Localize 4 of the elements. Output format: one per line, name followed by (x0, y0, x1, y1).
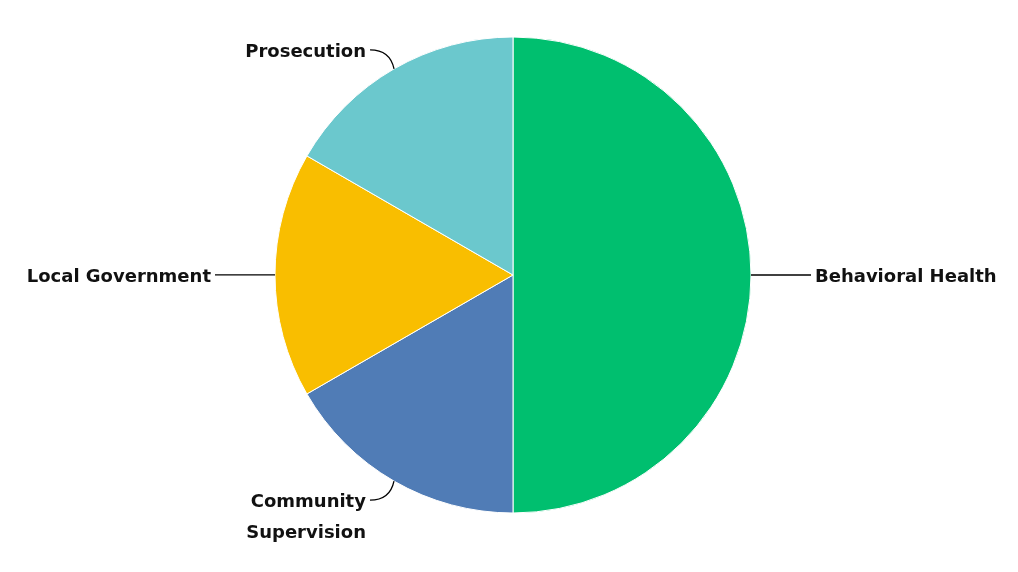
slice-label: Local Government (26, 264, 212, 286)
slice-label: Prosecution (245, 39, 367, 61)
slice-label: Community Supervision (246, 489, 367, 542)
slice-label: Behavioral Health (815, 264, 997, 286)
